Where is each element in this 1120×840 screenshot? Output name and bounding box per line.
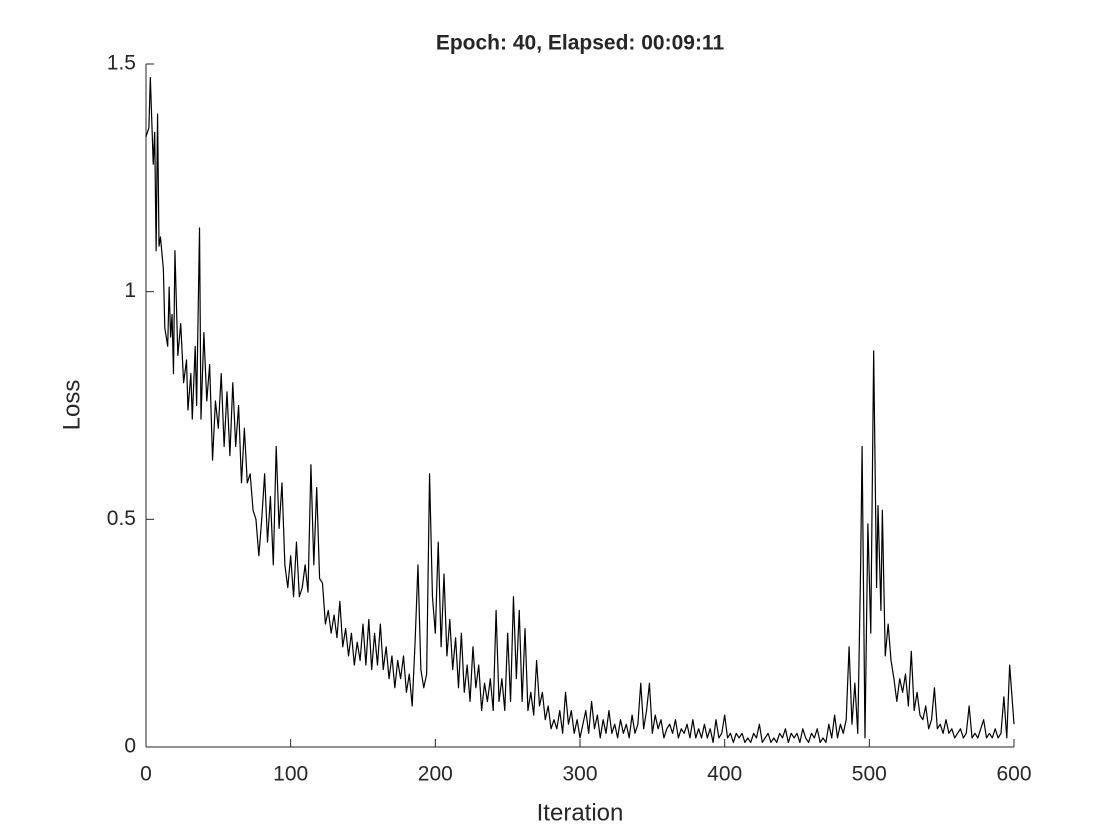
chart-title: Epoch: 40, Elapsed: 00:09:11 [436,32,725,55]
y-axis-label: Loss [58,380,85,431]
x-tick-label: 400 [707,763,742,786]
y-tick-label: 1 [124,279,136,302]
y-tick-label: 0.5 [107,507,136,530]
x-tick-label: 0 [140,763,152,786]
x-tick-label: 300 [562,763,597,786]
y-tick-label: 0 [124,735,136,758]
x-tick-label: 600 [996,763,1031,786]
x-axis-label: Iteration [537,799,624,826]
x-tick-label: 500 [852,763,887,786]
loss-line [145,77,1015,744]
x-tick-label: 200 [418,763,453,786]
x-tick-label: 100 [273,763,308,786]
y-tick-label: 1.5 [107,52,136,75]
